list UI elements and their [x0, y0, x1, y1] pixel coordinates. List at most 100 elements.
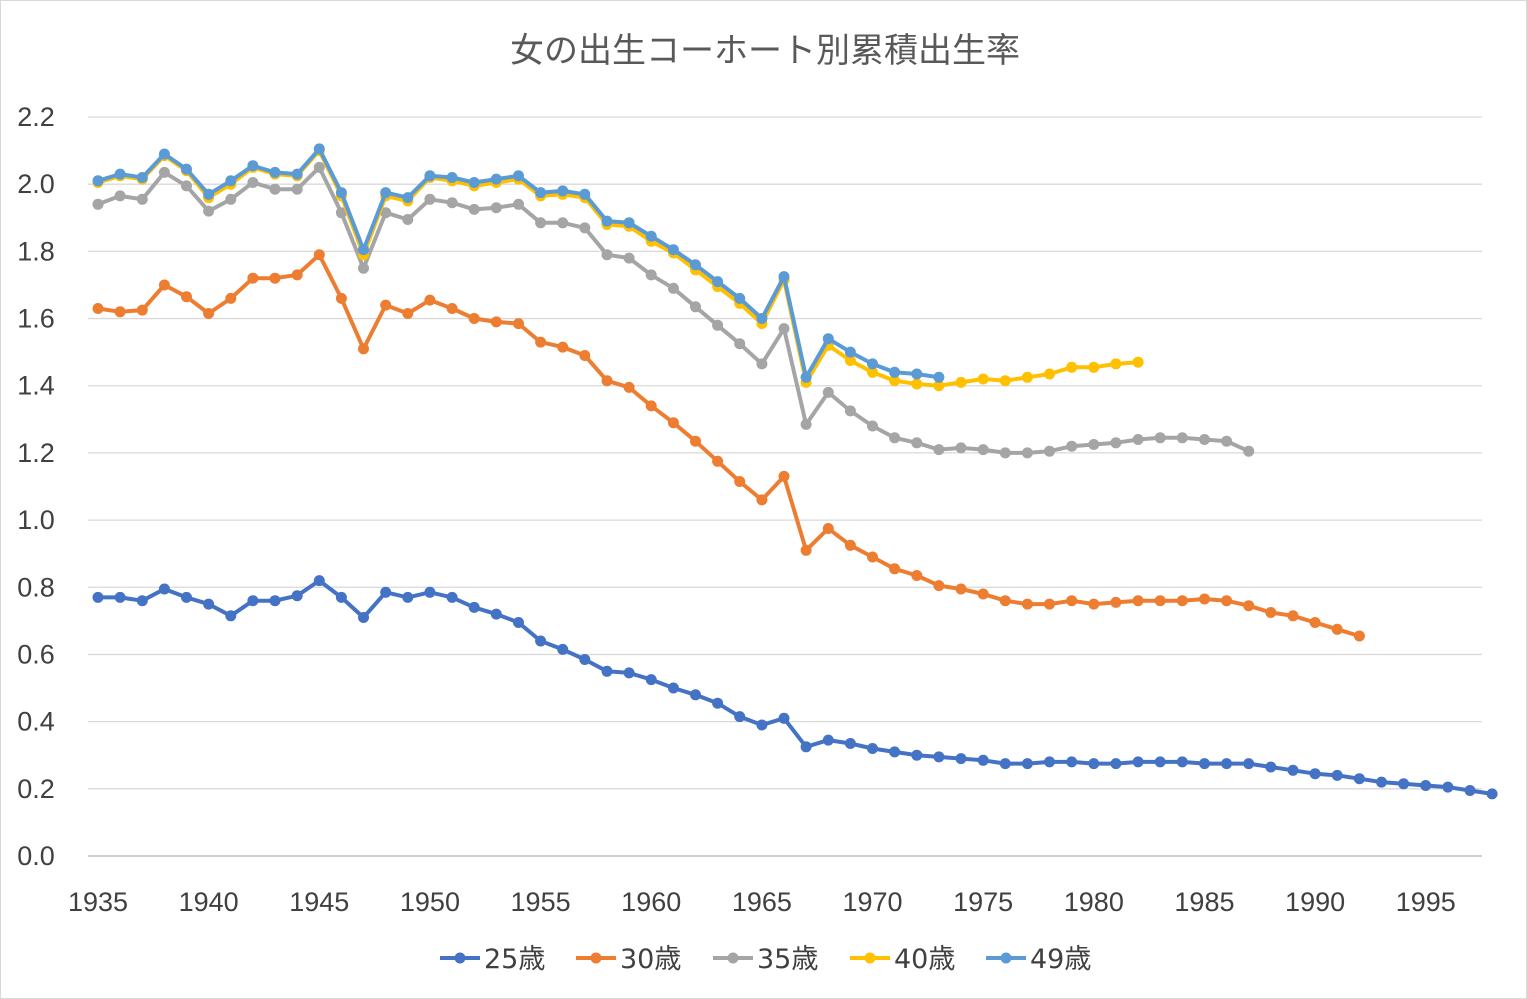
data-point — [1110, 758, 1122, 770]
data-point — [690, 435, 701, 447]
legend-marker — [1000, 952, 1012, 964]
series-line — [96, 252, 1362, 638]
data-point — [867, 358, 878, 370]
data-point — [468, 203, 480, 215]
data-point — [756, 719, 768, 731]
data-point — [490, 608, 502, 620]
data-point — [1353, 773, 1365, 785]
data-point — [601, 215, 613, 227]
data-point — [911, 378, 923, 390]
data-point — [844, 346, 856, 358]
data-point — [1132, 756, 1144, 768]
legend-label: 40歳 — [894, 944, 955, 975]
data-point — [579, 350, 591, 361]
y-tick-label: 0.4 — [17, 707, 55, 737]
data-point — [690, 689, 701, 701]
data-point — [468, 601, 480, 613]
data-point — [247, 595, 259, 607]
data-point — [933, 444, 945, 456]
data-point — [225, 610, 237, 622]
x-tick-label: 1935 — [68, 887, 128, 917]
data-point — [601, 375, 613, 387]
data-point — [1243, 445, 1255, 457]
data-point — [645, 230, 657, 242]
data-point — [977, 444, 989, 456]
data-point — [667, 682, 679, 694]
legend-item: 25歳 — [440, 944, 545, 975]
legend-item: 35歳 — [713, 944, 818, 975]
y-tick-label: 0.2 — [17, 774, 55, 804]
data-point — [667, 417, 679, 429]
data-point — [269, 183, 281, 195]
data-point — [114, 168, 126, 180]
data-point — [424, 294, 436, 306]
data-point — [1353, 630, 1365, 642]
data-point — [1088, 439, 1100, 450]
y-tick-label: 1.0 — [17, 505, 55, 535]
data-point — [402, 308, 414, 319]
data-point — [756, 313, 768, 324]
data-point — [822, 386, 834, 398]
data-point — [690, 301, 701, 313]
data-point — [1044, 598, 1055, 610]
x-tick-label: 1995 — [1396, 887, 1456, 917]
data-point — [778, 271, 790, 283]
data-point — [1221, 435, 1233, 447]
data-point — [1021, 598, 1033, 610]
y-tick-label: 1.6 — [17, 304, 55, 334]
data-point — [1044, 368, 1055, 380]
data-point — [623, 217, 635, 229]
legend-marker — [590, 952, 602, 964]
data-point — [1331, 623, 1343, 635]
data-point — [181, 291, 192, 303]
data-point — [844, 405, 856, 417]
data-point — [380, 187, 392, 199]
data-point — [1021, 447, 1033, 459]
data-point — [1044, 445, 1055, 457]
data-point — [579, 188, 591, 200]
data-point — [955, 376, 967, 388]
data-point — [513, 318, 524, 330]
data-point — [269, 166, 281, 178]
data-point — [822, 333, 834, 345]
data-point — [446, 197, 458, 209]
data-point — [1199, 434, 1210, 445]
data-point — [203, 598, 215, 610]
data-point — [181, 163, 192, 175]
data-point — [1021, 758, 1033, 770]
data-point — [535, 635, 547, 647]
data-point — [424, 170, 436, 182]
data-point — [490, 202, 502, 214]
data-point — [291, 590, 303, 602]
data-point — [844, 738, 856, 749]
legend-marker — [454, 952, 466, 964]
data-point — [380, 299, 392, 311]
data-point — [1243, 600, 1255, 612]
data-point — [955, 753, 967, 765]
data-point — [601, 249, 613, 261]
data-point — [424, 193, 436, 205]
data-point — [1110, 596, 1122, 608]
data-point — [712, 319, 724, 331]
data-point — [358, 612, 369, 623]
data-point — [889, 563, 901, 575]
data-point — [1221, 758, 1233, 770]
data-point — [667, 244, 679, 256]
data-point — [911, 437, 923, 449]
data-point — [203, 205, 215, 217]
data-point — [468, 177, 480, 188]
data-point — [269, 595, 281, 607]
y-tick-label: 0.6 — [17, 639, 55, 669]
data-point — [645, 400, 657, 412]
data-point — [1243, 758, 1255, 770]
data-point — [535, 187, 547, 199]
data-point — [977, 373, 989, 385]
data-point — [1066, 756, 1078, 768]
data-point — [1066, 361, 1078, 373]
data-point — [402, 591, 414, 603]
data-point — [1154, 595, 1166, 607]
data-point — [513, 170, 524, 182]
data-point — [446, 172, 458, 183]
x-tick-label: 1945 — [289, 887, 349, 917]
data-point — [778, 323, 790, 335]
